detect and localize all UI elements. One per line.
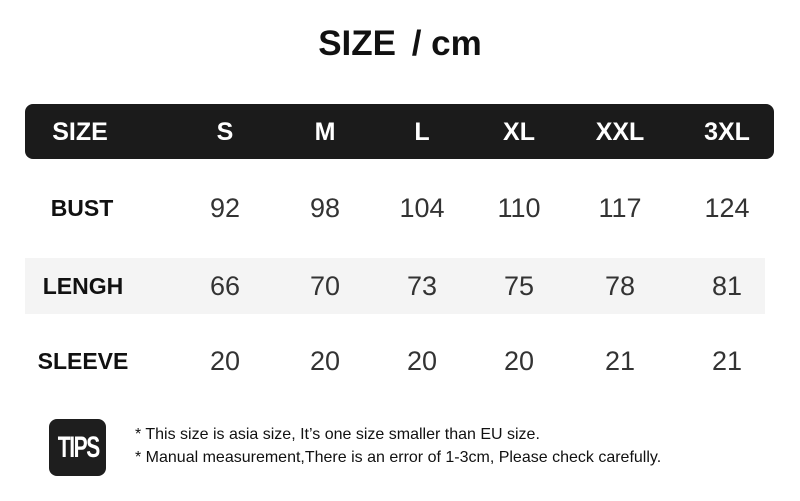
table-cell: 20 bbox=[503, 346, 535, 376]
row-label: BUST bbox=[50, 195, 114, 221]
tip-note: * Manual measurement,There is an error o… bbox=[135, 449, 662, 466]
header-cell: XL bbox=[503, 118, 535, 146]
title-main: SIZE bbox=[318, 24, 396, 63]
chart-title: SIZE / cm bbox=[0, 24, 800, 64]
header-cell: L bbox=[414, 118, 430, 146]
table-cell: 92 bbox=[209, 193, 241, 223]
table-cell: 20 bbox=[309, 346, 341, 376]
row-label: SLEEVE bbox=[37, 348, 129, 374]
header-cell: M bbox=[314, 118, 336, 146]
header-cell: S bbox=[216, 118, 234, 146]
table-cell: 73 bbox=[406, 271, 438, 301]
table-header: SIZE S M L XL XXL 3XL bbox=[0, 112, 800, 152]
title-unit: / cm bbox=[411, 24, 482, 63]
table-row-bust: BUST 92 98 104 110 117 124 bbox=[0, 188, 800, 228]
row-band bbox=[25, 258, 765, 314]
table-cell: 21 bbox=[711, 346, 743, 376]
table-cell: 78 bbox=[604, 271, 636, 301]
table-cell: 81 bbox=[711, 271, 743, 301]
table-header-bg bbox=[25, 104, 774, 159]
tip-note: * This size is asia size, It’s one size … bbox=[135, 426, 540, 443]
header-cell: XXL bbox=[595, 118, 645, 146]
row-label: LENGH bbox=[42, 273, 124, 299]
table-row-sleeve: SLEEVE 20 20 20 20 21 21 bbox=[0, 341, 800, 381]
table-cell: 124 bbox=[704, 193, 750, 223]
table-row-length: LENGH 66 70 73 75 78 81 bbox=[0, 266, 800, 306]
header-cell: SIZE bbox=[52, 118, 108, 146]
table-cell: 20 bbox=[209, 346, 241, 376]
table-cell: 98 bbox=[309, 193, 341, 223]
table-cell: 20 bbox=[406, 346, 438, 376]
table-cell: 21 bbox=[604, 346, 636, 376]
header-cell: 3XL bbox=[704, 118, 750, 146]
tips-badge: TIPS bbox=[49, 419, 106, 476]
table-cell: 110 bbox=[497, 193, 541, 223]
table-cell: 117 bbox=[598, 193, 642, 223]
table-cell: 70 bbox=[309, 271, 341, 301]
table-cell: 75 bbox=[503, 271, 535, 301]
table-cell: 104 bbox=[399, 193, 445, 223]
table-cell: 66 bbox=[209, 271, 241, 301]
tips-badge-text: TIPS bbox=[57, 431, 100, 464]
